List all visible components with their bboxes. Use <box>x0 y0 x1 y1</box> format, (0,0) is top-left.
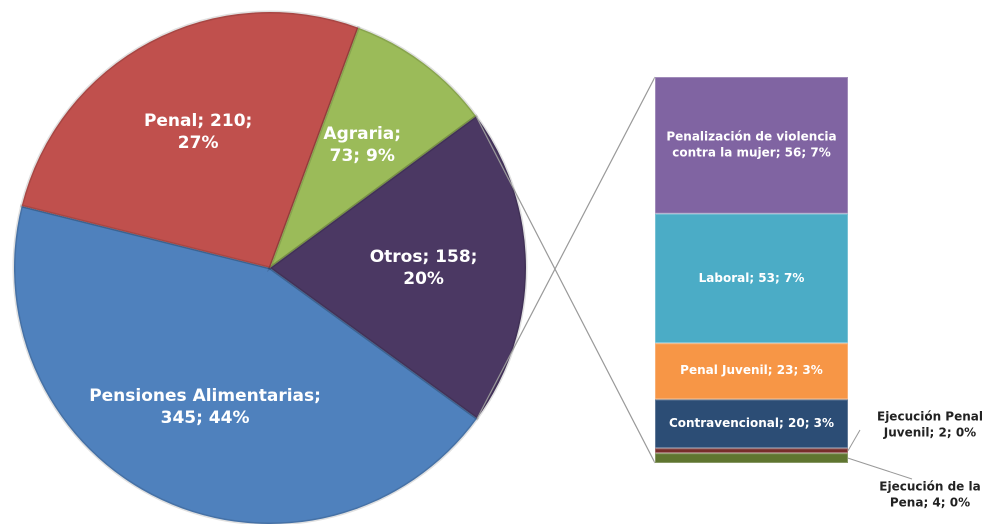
leader-line <box>847 429 861 452</box>
bar-segment <box>654 452 849 464</box>
bar-segment <box>654 398 849 450</box>
data-label: Ejecución Penal Juvenil; 2; 0% <box>877 409 983 439</box>
connector <box>475 115 656 464</box>
bar-segment <box>654 76 849 215</box>
data-label: Otros; 158; 20% <box>369 246 478 289</box>
data-label: Ejecución de la Pena; 4; 0% <box>879 479 981 509</box>
pie-slice <box>266 25 479 273</box>
data-label: Penalización de violencia contra la muje… <box>666 129 837 160</box>
pie-slice <box>267 114 528 421</box>
pie-slice <box>12 204 480 524</box>
leader-line <box>847 457 913 480</box>
pie-slice <box>19 10 361 270</box>
bar-segment <box>654 212 849 345</box>
data-label: Agraria; 73; 9% <box>323 124 402 167</box>
data-label: Penal Juvenil; 23; 3% <box>680 363 823 378</box>
bar-segment <box>654 342 849 401</box>
data-label: Pensiones Alimentarias; 345; 44% <box>89 386 321 429</box>
data-label: Laboral; 53; 7% <box>698 270 805 285</box>
data-label: Contravencional; 20; 3% <box>668 416 835 431</box>
data-label: Penal; 210; 27% <box>143 111 253 154</box>
connector <box>476 76 656 419</box>
